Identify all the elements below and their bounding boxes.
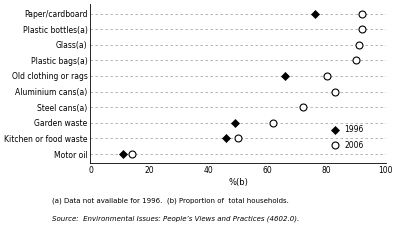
Text: 2006: 2006 <box>344 141 364 150</box>
Text: Source:  Environmental Issues: People’s Views and Practices (4602.0).: Source: Environmental Issues: People’s V… <box>52 216 299 222</box>
Text: (a) Data not available for 1996.  (b) Proportion of  total households.: (a) Data not available for 1996. (b) Pro… <box>52 197 289 204</box>
X-axis label: %(b): %(b) <box>228 178 248 187</box>
Text: 1996: 1996 <box>344 125 364 134</box>
